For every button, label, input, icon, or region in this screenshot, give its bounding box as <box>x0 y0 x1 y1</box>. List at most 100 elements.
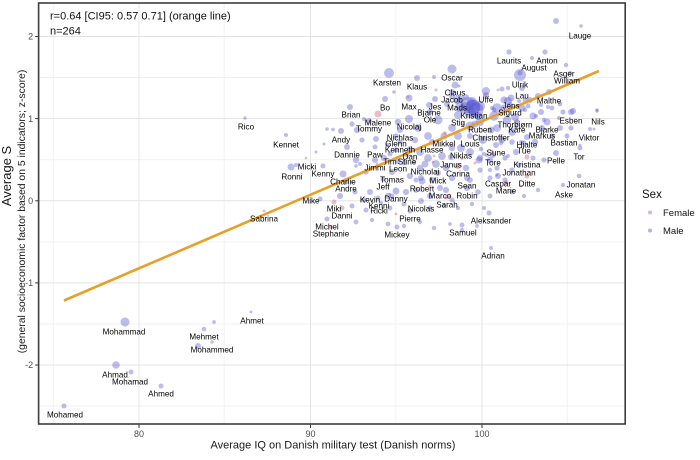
svg-text:Marie: Marie <box>496 187 517 196</box>
svg-text:Sabrina: Sabrina <box>250 215 278 224</box>
svg-text:Niklas: Niklas <box>450 152 472 161</box>
svg-text:Kennet: Kennet <box>273 141 299 150</box>
svg-text:Female: Female <box>663 208 695 219</box>
svg-text:Danni: Danni <box>331 212 352 221</box>
svg-text:Anton: Anton <box>536 57 557 66</box>
svg-text:Average IQ on Danish military: Average IQ on Danish military test (Dani… <box>211 440 456 452</box>
svg-text:Dan: Dan <box>403 153 418 162</box>
svg-text:Jeff: Jeff <box>377 183 391 192</box>
svg-text:Ahmad: Ahmad <box>102 371 128 380</box>
svg-text:Stephanie: Stephanie <box>313 230 350 239</box>
svg-text:Rico: Rico <box>238 123 255 132</box>
svg-text:Ulrik: Ulrik <box>512 81 529 90</box>
svg-text:Jens: Jens <box>502 102 519 111</box>
svg-text:Karsten: Karsten <box>373 79 401 88</box>
svg-text:Sean: Sean <box>458 182 477 191</box>
svg-text:Kristina: Kristina <box>514 161 541 170</box>
svg-text:Mohamed: Mohamed <box>47 411 83 420</box>
svg-text:Mike: Mike <box>302 197 320 206</box>
svg-text:Samuel: Samuel <box>449 229 477 238</box>
svg-text:Jonatan: Jonatan <box>567 181 596 190</box>
svg-text:Hjalte: Hjalte <box>517 141 538 150</box>
svg-text:Oscar: Oscar <box>441 74 463 83</box>
svg-text:Mikkel: Mikkel <box>433 140 456 149</box>
svg-text:Mads: Mads <box>447 104 467 113</box>
svg-text:Max: Max <box>401 103 416 112</box>
svg-text:Marco: Marco <box>429 192 452 201</box>
svg-text:Bo: Bo <box>380 104 390 113</box>
svg-text:Ole: Ole <box>424 116 437 125</box>
svg-text:-1: -1 <box>25 278 33 288</box>
svg-text:Mick: Mick <box>430 177 448 186</box>
svg-text:0: 0 <box>28 196 33 206</box>
svg-text:Kenni: Kenni <box>369 202 390 211</box>
svg-text:Ronni: Ronni <box>281 173 302 182</box>
svg-text:Nicholai: Nicholai <box>411 168 440 177</box>
svg-text:Aleksander: Aleksander <box>471 217 512 226</box>
svg-text:90: 90 <box>305 429 315 439</box>
svg-text:Andre: Andre <box>335 185 357 194</box>
svg-text:Danny: Danny <box>384 195 408 204</box>
svg-text:Ahmet: Ahmet <box>240 317 264 326</box>
svg-text:Tor: Tor <box>573 153 585 162</box>
svg-text:Ditte: Ditte <box>519 180 536 189</box>
svg-text:r=0.64 [CI95: 0.57 0.71] (oran: r=0.64 [CI95: 0.57 0.71] (orange line) <box>50 11 231 23</box>
svg-text:Leon: Leon <box>389 165 407 174</box>
svg-text:Louis: Louis <box>460 140 479 149</box>
svg-text:Asger: Asger <box>553 70 574 79</box>
svg-text:Viktor: Viktor <box>579 134 600 143</box>
svg-text:Tore: Tore <box>485 159 501 168</box>
svg-text:Jacob: Jacob <box>441 96 463 105</box>
svg-text:Malthe: Malthe <box>537 97 562 106</box>
svg-text:Kenneth: Kenneth <box>385 146 415 155</box>
svg-text:Thorbjørn: Thorbjørn <box>497 121 532 130</box>
svg-text:Stine: Stine <box>398 158 417 167</box>
svg-text:Robin: Robin <box>456 192 477 201</box>
svg-text:Jonathan: Jonathan <box>502 169 535 178</box>
svg-text:Mickey: Mickey <box>384 231 410 240</box>
svg-text:Esben: Esben <box>560 117 583 126</box>
svg-text:Kevin: Kevin <box>360 196 380 205</box>
svg-text:Brian: Brian <box>342 111 361 120</box>
svg-text:Bastian: Bastian <box>551 139 578 148</box>
svg-text:Nicolaj: Nicolaj <box>397 123 421 132</box>
svg-text:August: August <box>521 64 547 73</box>
svg-text:Mohammed: Mohammed <box>191 346 234 355</box>
svg-text:Andy: Andy <box>332 136 351 145</box>
svg-text:Average S: Average S <box>0 145 14 206</box>
svg-text:Laurits: Laurits <box>497 57 521 66</box>
svg-text:100: 100 <box>474 429 489 439</box>
svg-text:Charlie: Charlie <box>330 178 356 187</box>
svg-text:Sarah: Sarah <box>436 201 458 210</box>
svg-text:Mehmet: Mehmet <box>189 333 219 342</box>
svg-text:Ahmed: Ahmed <box>148 390 174 399</box>
svg-text:Malene: Malene <box>365 119 392 128</box>
svg-text:Uffe: Uffe <box>479 96 494 105</box>
svg-text:80: 80 <box>134 429 144 439</box>
svg-text:Micki: Micki <box>298 163 317 172</box>
svg-text:Sex: Sex <box>642 189 662 201</box>
svg-text:1: 1 <box>28 114 33 124</box>
svg-text:2: 2 <box>28 32 33 42</box>
svg-text:Tue: Tue <box>517 147 531 156</box>
svg-text:Ruben: Ruben <box>468 126 492 135</box>
svg-text:Mohammad: Mohammad <box>103 328 146 337</box>
svg-text:Caspar: Caspar <box>485 180 511 189</box>
svg-text:Pierre: Pierre <box>399 215 421 224</box>
svg-text:Adrian: Adrian <box>481 252 504 261</box>
svg-text:Kenny: Kenny <box>312 170 336 179</box>
svg-text:Kåre: Kåre <box>508 126 526 135</box>
svg-text:Christoffer: Christoffer <box>472 134 509 143</box>
svg-text:Miki: Miki <box>327 205 342 214</box>
svg-text:Hasse: Hasse <box>421 146 444 155</box>
svg-text:Lauge: Lauge <box>569 32 592 41</box>
svg-text:Tim: Tim <box>383 158 396 167</box>
svg-text:(general socioeconomic factor: (general socioeconomic factor based on 5… <box>17 70 28 354</box>
svg-text:Male: Male <box>663 226 684 237</box>
svg-text:Pelle: Pelle <box>547 157 565 166</box>
svg-text:Janus: Janus <box>440 161 462 170</box>
svg-text:Aske: Aske <box>555 191 573 200</box>
svg-text:Markus: Markus <box>529 132 556 141</box>
svg-text:Sune: Sune <box>487 149 506 158</box>
svg-text:Ricki: Ricki <box>370 207 388 216</box>
